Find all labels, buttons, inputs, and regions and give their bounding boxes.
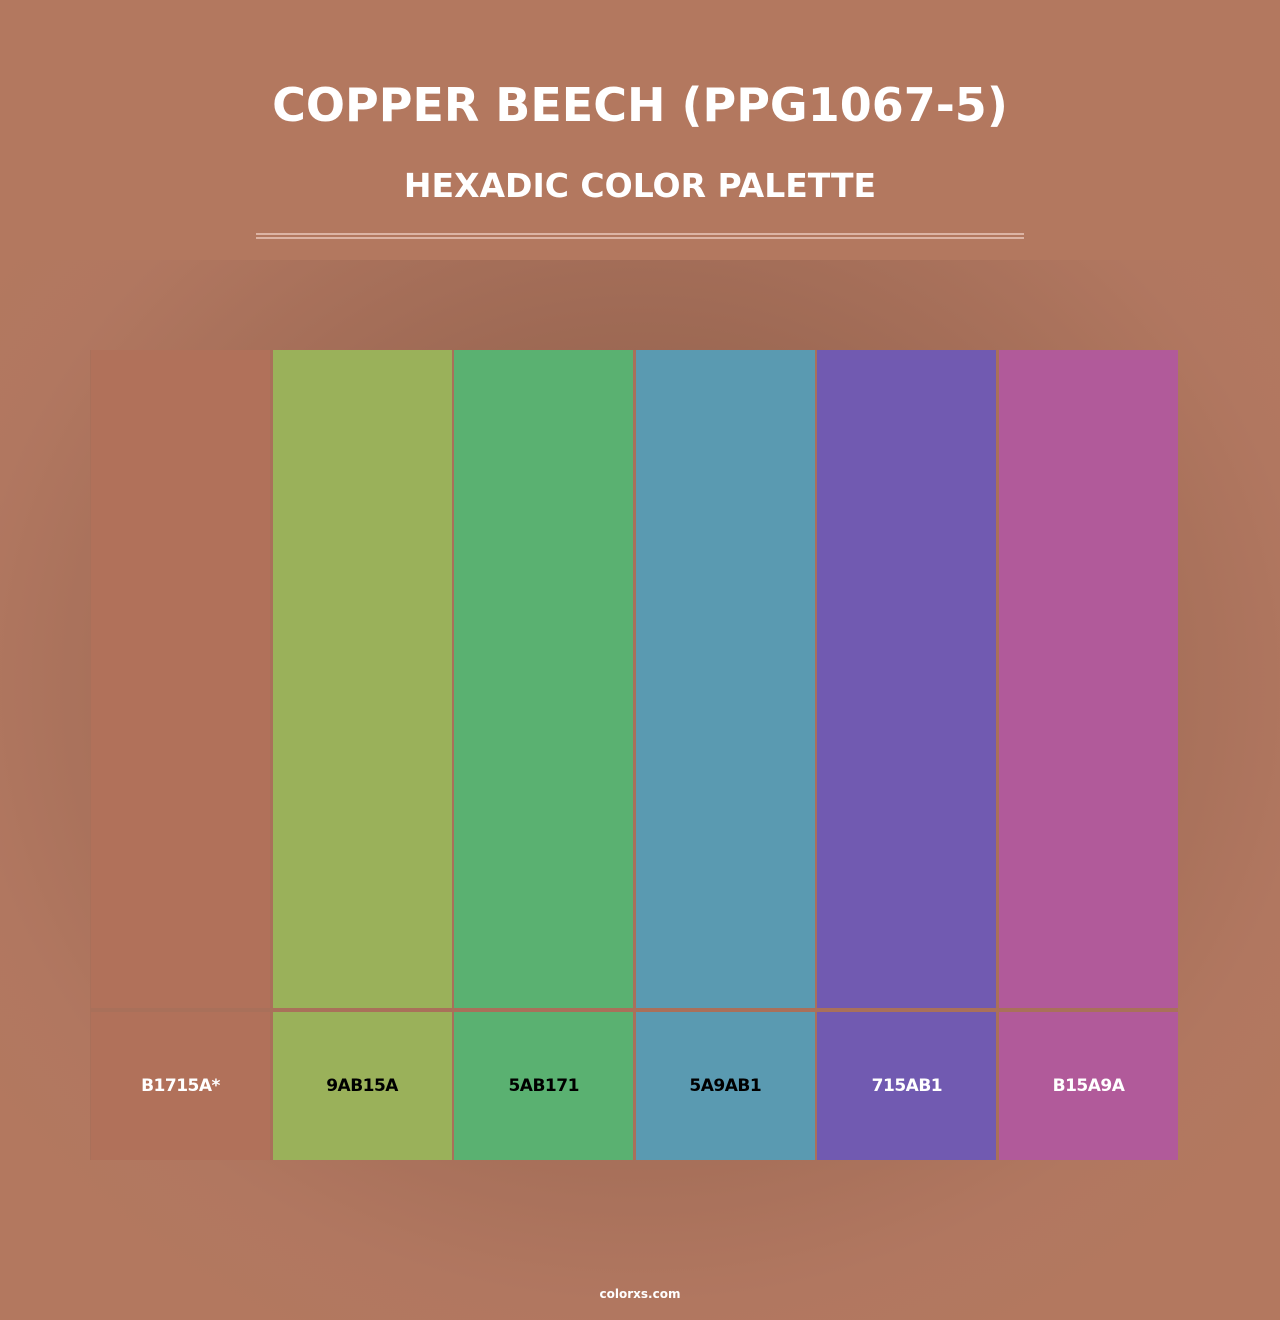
color-hex-label[interactable]: 5A9AB1 [635,1012,815,1160]
color-swatch[interactable] [817,350,997,1008]
color-swatch[interactable] [999,350,1178,1008]
color-swatch[interactable] [91,350,270,1008]
divider [256,237,1024,239]
color-hex-label[interactable]: B15A9A [999,1012,1178,1160]
footer-site-link[interactable]: colorxs.com [599,1287,681,1301]
color-hex-label[interactable]: B1715A* [91,1012,270,1160]
color-swatch[interactable] [454,350,634,1008]
color-swatch[interactable] [272,350,452,1008]
page-subtitle: HEXADIC COLOR PALETTE [403,166,877,205]
color-swatch[interactable] [635,350,815,1008]
color-hex-label[interactable]: 5AB171 [454,1012,634,1160]
page-title: COPPER BEECH (PPG1067-5) [272,78,1008,132]
divider [256,233,1024,235]
color-hex-label[interactable]: 9AB15A [272,1012,452,1160]
header-background [0,0,1280,260]
color-palette: B1715A* 9AB15A 5AB171 5A9AB1 715AB1 B15A9A [90,350,1178,1160]
color-hex-label[interactable]: 715AB1 [817,1012,997,1160]
